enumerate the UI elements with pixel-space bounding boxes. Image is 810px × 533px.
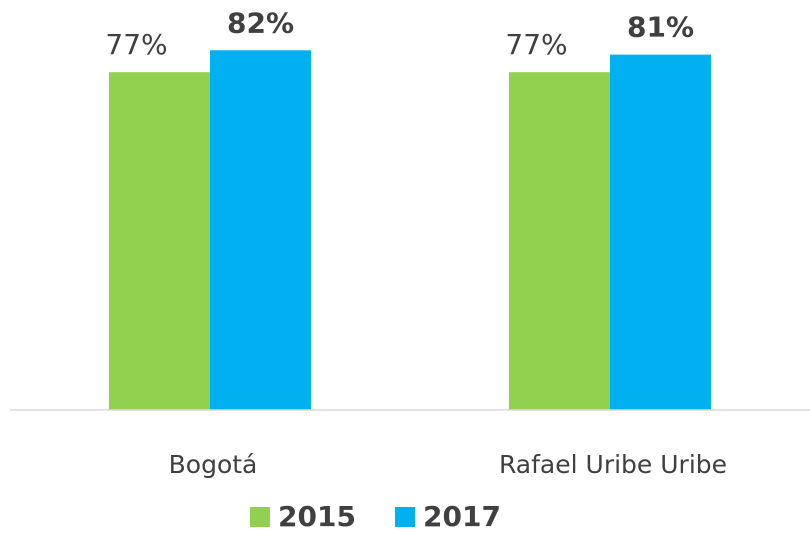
bar — [610, 54, 711, 410]
legend-label: 2015 — [278, 500, 356, 533]
x-tick-label: Rafael Uribe Uribe — [499, 450, 727, 479]
legend-swatch — [395, 507, 415, 527]
value-label: 77% — [105, 28, 167, 61]
legend-label: 2017 — [423, 500, 501, 533]
x-tick-label: Bogotá — [169, 450, 258, 479]
value-label: 82% — [227, 6, 294, 39]
value-label: 81% — [627, 11, 694, 44]
legend-swatch — [250, 507, 270, 527]
bar — [109, 72, 210, 411]
bar — [210, 50, 311, 411]
value-label: 77% — [505, 28, 567, 61]
bar — [509, 72, 610, 411]
